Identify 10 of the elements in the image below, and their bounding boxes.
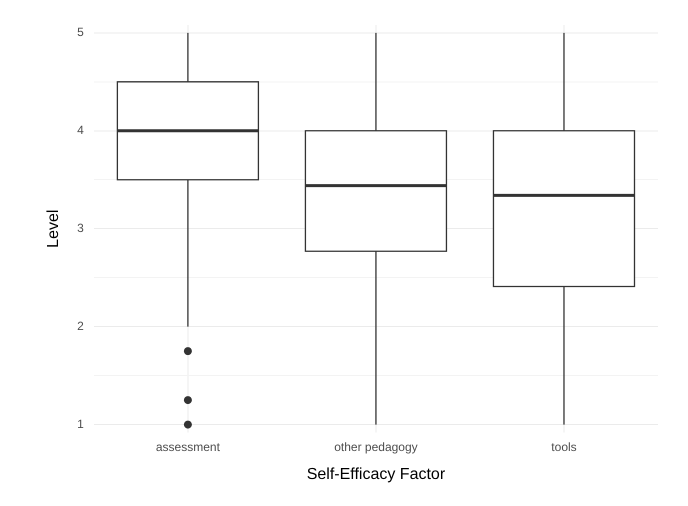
y-axis-title: Level xyxy=(45,210,62,248)
y-tick-label: 1 xyxy=(77,416,84,431)
y-tick-label: 2 xyxy=(77,318,84,333)
x-tick-label: tools xyxy=(551,440,577,454)
y-tick-label: 3 xyxy=(77,221,84,236)
x-axis-title: Self-Efficacy Factor xyxy=(306,466,446,483)
x-tick-label: other pedagogy xyxy=(334,440,418,454)
x-tick-label: assessment xyxy=(156,440,221,454)
y-tick-label: 4 xyxy=(77,123,84,138)
y-tick-label: 5 xyxy=(77,25,84,40)
